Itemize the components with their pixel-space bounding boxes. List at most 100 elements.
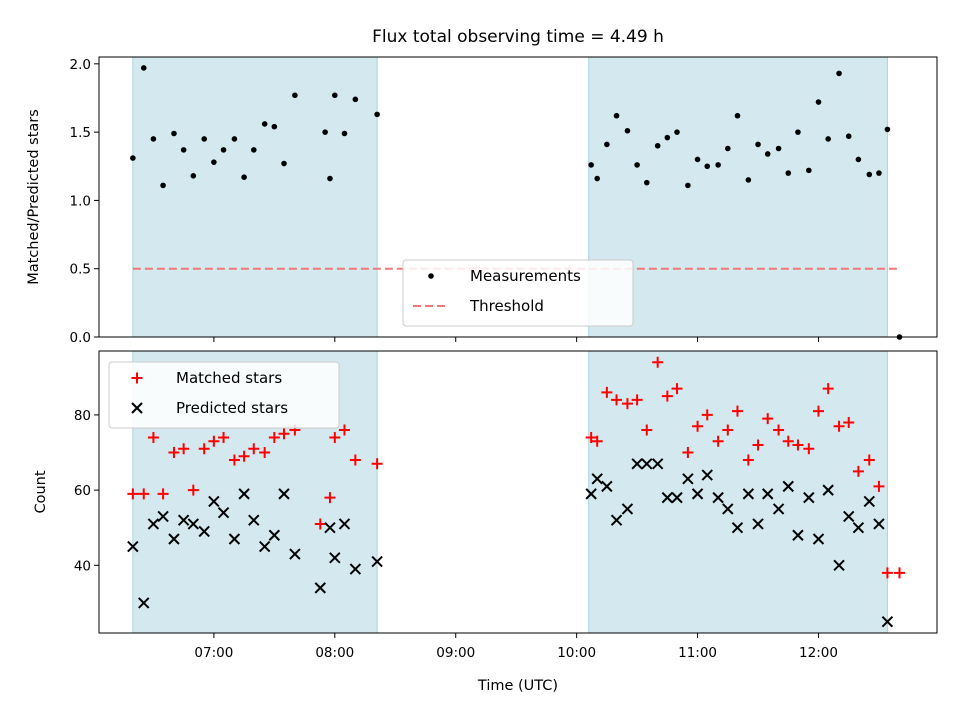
measurements-point	[715, 162, 721, 168]
x-tick-label: 10:00	[557, 645, 596, 661]
predicted-stars-point	[228, 533, 241, 545]
matched-stars-point	[324, 492, 336, 504]
predicted-stars-point	[772, 503, 785, 515]
matched-stars-point	[338, 424, 350, 436]
predicted-stars-point	[822, 484, 834, 496]
predicted-stars-point	[258, 540, 271, 553]
matched-stars-point	[661, 390, 673, 402]
matched-stars-point	[682, 447, 694, 459]
matched-stars-point	[631, 394, 643, 406]
predicted-stars-point	[217, 506, 230, 519]
measurements-point	[884, 126, 891, 133]
top-y-tick-label: 0.0	[70, 330, 91, 346]
top-observing-window-1	[588, 56, 888, 338]
measurements-point	[271, 123, 278, 130]
measurements-point	[694, 156, 701, 163]
x-tick-label: 11:00	[678, 645, 717, 661]
predicted-stars-point	[585, 488, 597, 500]
predicted-stars-point	[168, 533, 180, 545]
top-observing-window-0	[132, 56, 378, 338]
measurements-point	[825, 136, 831, 142]
measurements-point	[588, 162, 594, 168]
matched-stars-point	[238, 450, 250, 462]
measurements-point	[734, 112, 741, 119]
matched-stars-point	[314, 518, 326, 530]
matched-stars-point	[268, 431, 280, 443]
top-y-tick-label: 1.0	[70, 193, 91, 209]
top-y-tick-label: 1.5	[70, 125, 91, 141]
matched-stars-point	[147, 431, 159, 443]
predicted-stars-point	[641, 458, 653, 470]
measurements-point	[352, 96, 359, 103]
matched-stars-point	[329, 431, 341, 443]
top-y-axis-label: Matched/Predicted stars	[26, 109, 42, 285]
x-tick-label: 09:00	[436, 645, 475, 661]
measurements-point	[674, 129, 680, 135]
matched-stars-point	[228, 454, 240, 466]
predicted-stars-point	[610, 514, 623, 526]
matched-stars-point	[833, 420, 845, 432]
bottom-y-tick-label: 40	[74, 558, 91, 574]
measurements-point	[664, 134, 671, 141]
predicted-stars-point	[349, 563, 362, 575]
bottom-legend-swatch	[131, 372, 143, 384]
matched-stars-point	[852, 465, 864, 477]
matched-stars-point	[178, 443, 190, 455]
x-tick-label: 07:00	[194, 645, 233, 661]
predicted-stars-point	[324, 522, 336, 534]
predicted-stars-point	[873, 518, 885, 530]
measurements-point	[261, 121, 268, 127]
predicted-stars-point	[651, 458, 664, 470]
matched-stars-point	[278, 428, 290, 440]
matched-stars-point	[652, 356, 664, 368]
measurements-point	[231, 136, 238, 142]
matched-stars-point	[863, 454, 875, 466]
measurements-point	[220, 147, 227, 153]
predicted-stars-point	[631, 458, 643, 470]
predicted-stars-point	[671, 491, 683, 504]
predicted-stars-point	[238, 488, 250, 500]
predicted-stars-point	[268, 529, 281, 541]
measurements-point	[845, 133, 852, 140]
bottom-legend-label: Matched stars	[176, 369, 282, 387]
measurements-point	[725, 145, 731, 152]
predicted-stars-point	[338, 518, 351, 530]
measurements-point	[643, 179, 650, 186]
matched-stars-point	[585, 431, 597, 443]
matched-stars-point	[782, 435, 794, 447]
measurements-point	[775, 145, 782, 152]
predicted-stars-point	[314, 582, 326, 594]
predicted-stars-point	[833, 559, 845, 572]
measurements-point	[374, 111, 380, 118]
measurements-point	[160, 182, 166, 189]
matched-stars-point	[701, 409, 713, 421]
matched-stars-point	[198, 443, 210, 455]
measurements-point	[785, 170, 792, 176]
measurements-point	[322, 129, 328, 135]
matched-stars-point	[248, 443, 260, 455]
bottom-legend-box	[108, 361, 340, 429]
x-tick-label: 08:00	[315, 645, 354, 661]
measurements-point	[594, 175, 601, 182]
predicted-stars-point	[843, 510, 855, 523]
bottom-legend-label: Predicted stars	[176, 399, 288, 417]
measurements-point	[341, 130, 348, 137]
matched-stars-point	[731, 405, 743, 417]
matched-stars-point	[843, 416, 855, 428]
matched-stars-point	[218, 431, 230, 443]
matched-stars-point	[692, 420, 704, 432]
measurements-point	[855, 156, 862, 163]
matched-stars-point	[762, 413, 774, 425]
bottom-axes-frame	[98, 350, 938, 634]
measurements-point	[140, 65, 147, 71]
predicted-stars-point	[591, 473, 603, 485]
matched-stars-point	[712, 435, 724, 447]
measurements-point	[241, 174, 247, 180]
measurements-point	[876, 170, 882, 176]
predicted-stars-point	[127, 540, 139, 553]
predicted-stars-point	[621, 503, 634, 515]
predicted-stars-point	[208, 495, 220, 508]
measurements-point	[130, 155, 136, 161]
measurements-point	[685, 182, 691, 189]
top-y-tick-label: 0.5	[70, 262, 91, 278]
